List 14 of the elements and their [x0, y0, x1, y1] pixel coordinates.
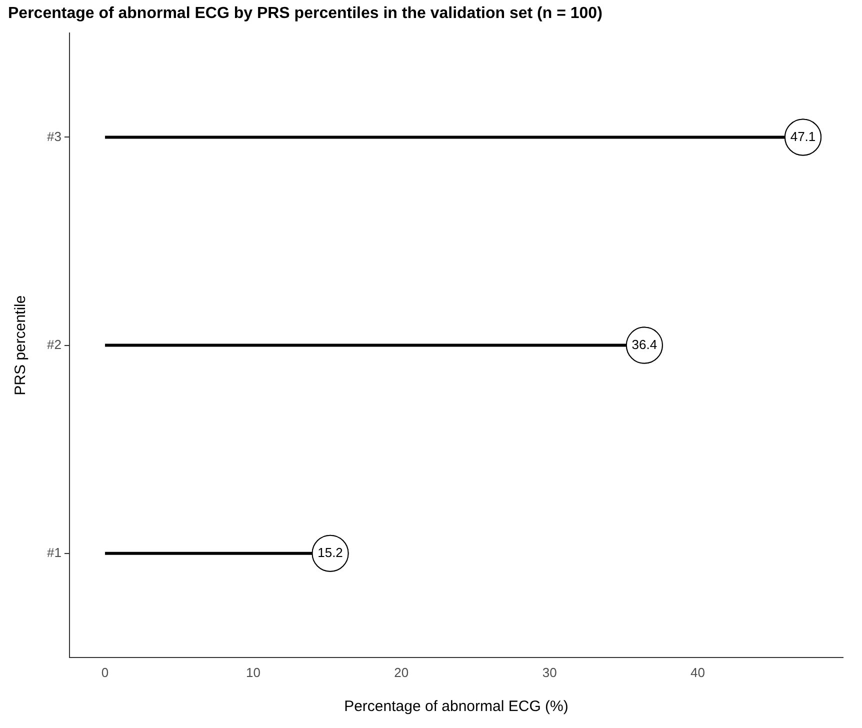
x-tick-label: 20: [394, 664, 409, 680]
y-axis-title: PRS percentile: [12, 295, 30, 396]
y-tick-label: #2: [46, 336, 62, 352]
x-tick-label: 40: [690, 664, 706, 680]
x-tick-label: 30: [542, 664, 557, 680]
x-axis-title: Percentage of abnormal ECG (%): [344, 698, 568, 716]
data-label: 47.1: [790, 128, 816, 144]
y-tick-label: #1: [46, 544, 62, 560]
x-tick-label: 10: [246, 664, 260, 680]
y-tick-label: #3: [46, 128, 62, 144]
x-tick-label: 0: [101, 664, 109, 680]
chart-title: Percentage of abnormal ECG by PRS percentiles in the validation set (n = 100): [8, 5, 602, 22]
data-label: 36.4: [632, 336, 658, 352]
data-label: 15.2: [318, 544, 343, 560]
